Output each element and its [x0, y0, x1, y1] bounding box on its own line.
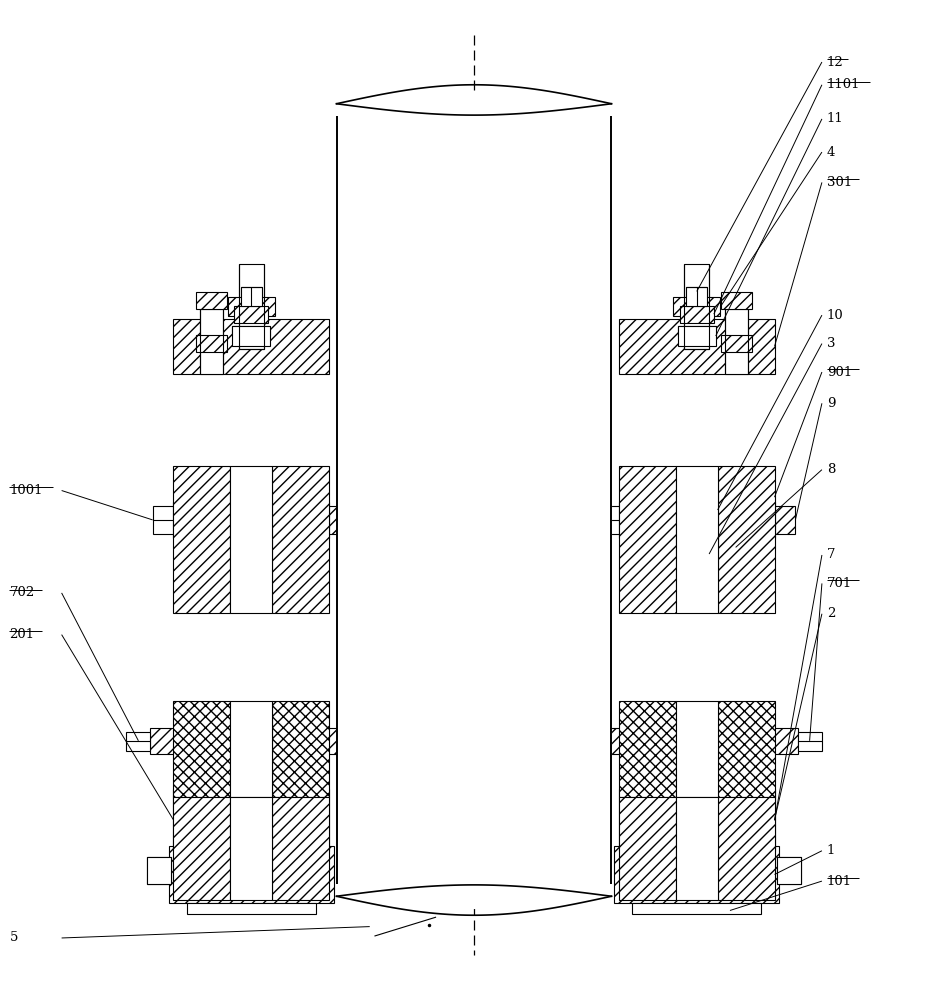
Bar — [272, 789, 329, 851]
Bar — [775, 506, 795, 534]
Bar — [595, 728, 676, 754]
Bar — [798, 732, 822, 751]
Bar — [232, 326, 270, 346]
Bar — [126, 732, 150, 751]
Bar — [718, 466, 775, 613]
Text: 11: 11 — [827, 112, 844, 125]
Bar — [676, 502, 718, 538]
Bar — [228, 297, 275, 316]
Bar — [239, 264, 264, 349]
Text: 10: 10 — [827, 309, 844, 322]
Text: 1001: 1001 — [9, 484, 43, 497]
Bar — [678, 326, 716, 346]
Text: 702: 702 — [9, 586, 35, 599]
Bar — [684, 264, 709, 349]
Bar — [337, 92, 611, 908]
Bar — [173, 502, 230, 538]
Bar — [196, 292, 227, 309]
Bar — [241, 287, 262, 306]
Bar — [614, 846, 779, 903]
Bar — [718, 701, 775, 797]
Bar — [173, 466, 230, 613]
Bar — [676, 797, 718, 900]
Bar — [272, 797, 329, 900]
Bar — [173, 789, 230, 851]
Text: 4: 4 — [827, 146, 835, 159]
Bar — [147, 857, 171, 884]
Bar — [272, 701, 329, 797]
Bar — [230, 502, 272, 538]
Bar — [200, 309, 223, 374]
Text: 3: 3 — [827, 337, 835, 350]
Bar — [718, 728, 798, 754]
Bar — [329, 506, 350, 534]
Bar — [169, 846, 334, 903]
Bar — [718, 789, 775, 851]
Bar — [353, 732, 376, 751]
Text: 8: 8 — [827, 463, 835, 476]
Text: 1101: 1101 — [827, 78, 860, 91]
Bar — [619, 701, 676, 797]
Bar — [173, 797, 230, 900]
Bar — [725, 309, 748, 374]
Bar — [777, 857, 801, 884]
Bar — [721, 335, 752, 352]
Bar — [676, 789, 718, 851]
Bar — [619, 319, 775, 374]
Bar — [718, 502, 775, 538]
Text: 101: 101 — [827, 875, 852, 888]
Bar — [619, 502, 676, 538]
Bar — [676, 701, 718, 797]
Text: 1: 1 — [827, 844, 835, 857]
Text: 701: 701 — [827, 577, 852, 590]
Text: 12: 12 — [827, 56, 844, 69]
Text: 2: 2 — [827, 607, 835, 620]
Text: 201: 201 — [9, 628, 35, 641]
Bar — [619, 789, 676, 851]
Bar — [232, 326, 270, 336]
Bar — [230, 797, 272, 900]
Bar — [598, 506, 619, 534]
Bar — [632, 903, 761, 914]
Bar — [153, 506, 173, 534]
Bar — [721, 292, 752, 309]
Bar — [230, 701, 272, 797]
Bar — [272, 502, 329, 538]
Bar — [147, 857, 171, 884]
Bar — [230, 728, 272, 754]
Text: 5: 5 — [9, 931, 18, 944]
Text: 7: 7 — [827, 548, 835, 561]
Bar — [187, 903, 316, 914]
Bar — [230, 466, 272, 613]
Bar — [619, 797, 676, 900]
Bar — [686, 287, 707, 306]
Bar — [337, 117, 611, 883]
Bar — [619, 466, 676, 613]
Bar — [230, 789, 272, 851]
Bar — [173, 701, 230, 797]
Bar — [680, 306, 714, 323]
Bar — [676, 466, 718, 613]
Text: 901: 901 — [827, 366, 852, 379]
Text: 301: 301 — [827, 176, 852, 189]
Bar — [150, 728, 230, 754]
Bar — [173, 319, 329, 374]
Bar — [572, 732, 595, 751]
Bar — [234, 306, 268, 323]
Text: 9: 9 — [827, 397, 835, 410]
Bar — [673, 297, 720, 316]
Bar — [272, 728, 353, 754]
Bar — [777, 857, 801, 884]
Bar — [718, 797, 775, 900]
Bar — [676, 728, 718, 754]
Bar — [678, 326, 716, 336]
Bar — [272, 466, 329, 613]
Bar — [196, 335, 227, 352]
